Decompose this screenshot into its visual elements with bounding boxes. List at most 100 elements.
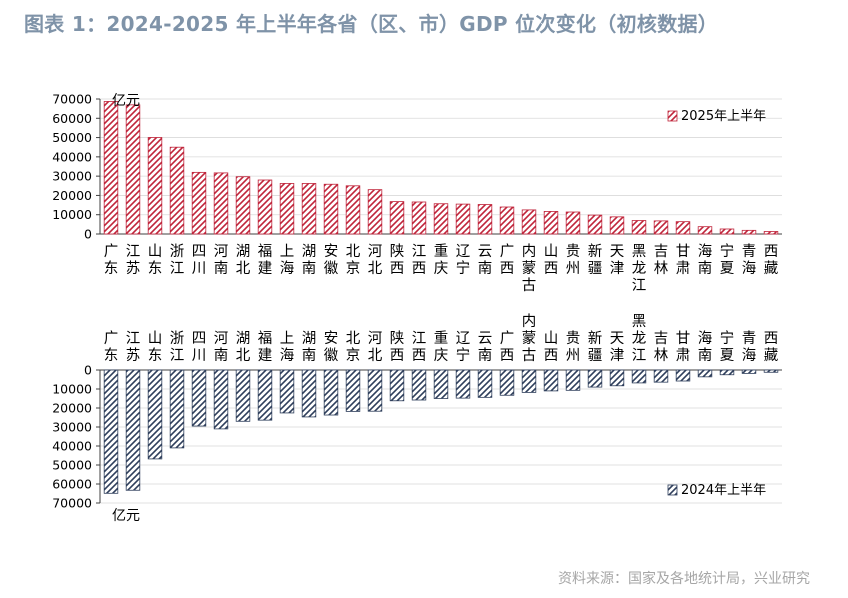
x-tick-label: 陕西 — [390, 243, 405, 277]
bar — [367, 189, 383, 235]
bar — [543, 211, 559, 235]
bar — [697, 369, 713, 378]
bar — [169, 369, 185, 449]
legend-label: 2024年上半年 — [681, 483, 766, 498]
x-tick-label: 江西 — [412, 330, 427, 364]
bar — [609, 369, 625, 387]
bar — [499, 369, 515, 396]
x-tick-label: 辽宁 — [456, 243, 471, 277]
bar — [675, 221, 691, 235]
x-tick-label: 重庆 — [434, 243, 449, 277]
x-tick-label: 西藏 — [764, 244, 779, 277]
unit-label: 亿元 — [112, 93, 140, 109]
x-tick-label: 宁夏 — [720, 330, 735, 364]
bar — [367, 369, 383, 412]
y-tick-label: 50000 — [52, 458, 92, 473]
x-tick-label: 辽宁 — [456, 330, 471, 364]
bar — [301, 183, 317, 235]
y-tick-label: 40000 — [52, 149, 92, 164]
bar — [125, 104, 141, 235]
x-tick-label: 河南 — [214, 330, 229, 364]
bar — [741, 369, 757, 374]
x-tick-label: 河北 — [368, 243, 383, 277]
y-tick-label: 30000 — [52, 420, 92, 435]
bar — [257, 369, 273, 421]
y-tick-label: 40000 — [52, 439, 92, 454]
y-tick-label: 50000 — [52, 130, 92, 145]
bar — [565, 369, 581, 391]
x-tick-label: 贵州 — [566, 243, 581, 277]
bar — [653, 369, 669, 383]
y-tick-label: 10000 — [52, 207, 92, 222]
bar — [279, 183, 295, 235]
bar — [719, 228, 735, 235]
bar — [741, 229, 757, 235]
x-tick-label: 广西 — [500, 330, 515, 364]
x-tick-label: 海南 — [698, 330, 713, 364]
bar — [257, 179, 273, 235]
bar — [147, 137, 163, 235]
bar — [191, 171, 207, 235]
x-tick-label: 陕西 — [390, 330, 405, 364]
y-tick-label: 60000 — [52, 477, 92, 492]
bar — [103, 369, 119, 494]
y-tick-label: 70000 — [52, 496, 92, 511]
x-tick-label: 青海 — [742, 243, 757, 277]
bar — [279, 369, 295, 414]
bar — [587, 214, 603, 235]
x-tick-label: 海南 — [698, 243, 713, 277]
bar — [323, 369, 339, 416]
bar — [389, 201, 405, 235]
x-tick-label: 山东 — [148, 330, 163, 364]
bar — [213, 172, 229, 235]
bar — [543, 369, 559, 392]
bar — [235, 176, 251, 235]
x-tick-label: 安徽 — [324, 330, 339, 364]
x-tick-label: 广东 — [104, 243, 119, 277]
x-tick-label: 新疆 — [588, 243, 603, 277]
source-note: 资料来源：国家及各地统计局，兴业研究 — [558, 571, 810, 587]
y-tick-label: 20000 — [52, 188, 92, 203]
x-tick-label: 湖南 — [302, 330, 317, 364]
x-tick-label: 江西 — [412, 243, 427, 277]
x-tick-label: 福建 — [258, 243, 273, 277]
bar — [433, 369, 449, 399]
y-tick-label: 10000 — [52, 382, 92, 397]
bar — [763, 231, 779, 235]
x-tick-label: 吉林 — [654, 243, 669, 277]
bar — [213, 369, 229, 430]
bar — [587, 369, 603, 388]
bar — [631, 220, 647, 235]
x-tick-label: 浙江 — [170, 243, 185, 277]
x-tick-label: 重庆 — [434, 330, 449, 364]
x-tick-label: 贵州 — [566, 330, 581, 364]
x-tick-label: 吉林 — [654, 330, 669, 364]
bar — [389, 369, 405, 402]
bar — [455, 203, 471, 235]
x-tick-label: 甘肃 — [676, 330, 691, 364]
x-tick-label: 广西 — [500, 243, 515, 277]
bar — [477, 204, 493, 235]
bar — [719, 369, 735, 376]
x-tick-label: 上海 — [280, 243, 295, 277]
x-tick-label: 云南 — [478, 244, 493, 277]
bar — [433, 203, 449, 235]
x-tick-label: 新疆 — [588, 330, 603, 364]
bar — [147, 369, 163, 460]
x-tick-label: 山东 — [148, 243, 163, 277]
x-tick-label: 西藏 — [764, 331, 779, 364]
bar — [235, 369, 251, 422]
x-tick-label: 天津 — [610, 331, 625, 364]
y-tick-label: 30000 — [52, 169, 92, 184]
y-tick-label: 70000 — [52, 92, 92, 107]
x-tick-label: 福建 — [258, 330, 273, 364]
x-tick-label: 广东 — [104, 330, 119, 364]
x-tick-label: 河北 — [368, 330, 383, 364]
bar — [609, 216, 625, 235]
x-tick-label: 安徽 — [324, 243, 339, 277]
x-tick-label: 四川 — [192, 244, 207, 277]
x-tick-label: 江苏 — [126, 243, 141, 277]
bar — [103, 101, 119, 235]
x-tick-label: 河南 — [214, 243, 229, 277]
